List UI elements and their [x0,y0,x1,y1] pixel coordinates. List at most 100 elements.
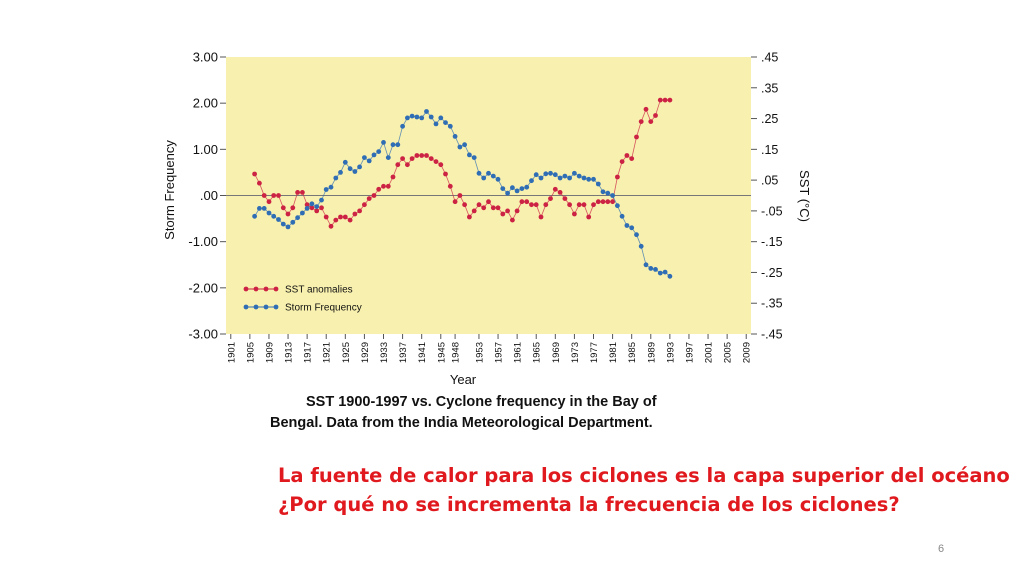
legend-swatch-dot-storm [263,304,269,310]
sst-point [476,202,482,208]
legend-swatch-dot-storm [253,304,259,310]
storm-point [600,189,606,195]
storm-point [643,262,649,268]
sst-point [562,196,568,202]
sst-point [447,183,453,189]
sst-point [634,134,639,140]
sst-point [514,208,520,214]
sst-point [352,211,358,217]
x-axis-tick-label: 1905 [245,342,256,363]
x-axis-label: Year [450,372,477,387]
x-axis-tick-label: 1933 [379,342,390,363]
sst-point [276,193,281,198]
sst-point [643,106,649,112]
storm-point [567,175,572,181]
storm-point [462,142,467,148]
legend-swatch-dot-sst [273,286,279,292]
storm-point [619,213,625,219]
storm-point [328,184,334,190]
sst-point [357,208,362,214]
right-axis-tick-label: .35 [761,81,778,95]
x-axis-tick-label: 1969 [551,342,562,363]
sst-point [624,153,630,158]
left-axis-tick-label: -3.00 [188,327,218,342]
sst-point [490,205,496,211]
sst-point [261,193,267,198]
storm-point [381,140,386,145]
sst-point [619,159,625,165]
right-axis-tick-label: -.05 [761,204,783,218]
storm-point [495,176,501,182]
storm-point [323,187,329,192]
sst-point [557,190,563,195]
sst-point [390,174,396,180]
sst-point [519,199,525,205]
storm-point [471,155,477,161]
storm-point [548,170,553,176]
storm-point [366,158,372,164]
x-axis-tick-label: 1985 [627,342,638,363]
x-axis-tick-label: 1965 [532,342,543,363]
sst-point [371,193,377,198]
x-axis-tick-label: 1909 [264,342,275,363]
chart-caption: SST 1900-1997 vs. Cyclone frequency in t… [270,392,710,434]
sst-point [280,205,286,211]
storm-point [486,170,491,176]
x-axis-tick-label: 1989 [646,342,657,363]
storm-point [409,113,415,119]
sst-point [252,171,257,177]
x-axis-tick-label: 1921 [322,342,333,363]
sst-point [381,183,386,189]
y-axis-label-right: SST (°C) [797,170,812,222]
right-axis-tick-label: .15 [761,143,778,157]
x-axis-tick-label: 1937 [398,342,409,363]
storm-point [662,269,668,275]
storm-point [419,115,425,121]
sst-point [548,196,553,202]
x-axis-tick-label: 1945 [436,342,447,363]
sst-point [629,156,635,162]
storm-point [457,144,463,150]
storm-point [538,175,544,181]
x-axis-tick-label: 1948 [451,342,462,363]
x-axis: 1901 1905 1909 1913 1917 1921 1925 1929 1933 1937… [226,334,753,363]
chart: 3.00 2.00 1.00 .00 -1.00 -2.00 -3.00 .45 .35 .25… [162,49,812,387]
storm-point [519,186,525,192]
sst-point [362,202,367,208]
legend-swatch-dot-sst [253,286,259,292]
storm-point [438,115,444,121]
right-axis-tick-label: -.45 [761,328,783,342]
storm-point [572,170,577,176]
sst-point [529,202,534,208]
sst-point [376,186,382,192]
sst-point [605,199,611,205]
legend-swatch-dot-storm [273,304,279,310]
storm-point [405,115,410,121]
storm-point [591,176,596,182]
storm-point [505,190,510,196]
sst-point [500,211,506,217]
storm-point [610,193,615,198]
x-axis-tick-label: 1925 [341,342,352,363]
right-axis: .45 .35 .25 .15 .05 -.05 -.15 -.25 -.35 -.45 [751,51,783,342]
storm-point [667,273,673,279]
left-axis-tick-label: 1.00 [193,142,218,157]
caption-line-2: Bengal. Data from the India Meteorologic… [270,415,653,431]
right-axis-tick-label: -.15 [761,235,783,249]
sst-point [295,190,300,195]
sst-point [471,208,477,214]
storm-point [634,232,639,238]
sst-point [495,205,501,211]
x-axis-tick-label: 1901 [226,342,237,363]
sst-point [524,199,530,205]
sst-point [462,202,467,208]
sst-point [314,208,320,214]
page-number: 6 [938,543,945,555]
storm-point [443,120,448,125]
sst-point [486,199,491,205]
storm-point [529,178,534,184]
series-group [252,97,673,279]
legend-swatch-dot-storm [243,304,249,310]
storm-point [624,223,630,228]
right-axis-tick-label: .25 [761,112,778,126]
